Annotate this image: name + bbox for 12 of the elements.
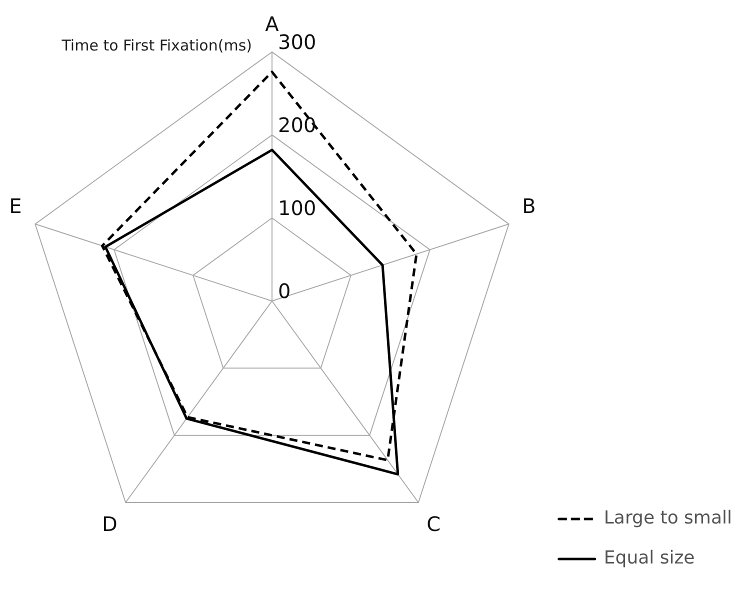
- legend-label: Equal size: [604, 548, 695, 569]
- text: Time to First Fixation(ms): [60, 36, 252, 54]
- y-tick-label: 100: [278, 196, 316, 220]
- spoke-label: E: [9, 194, 22, 218]
- y-tick-label: 200: [278, 113, 316, 138]
- spoke-label: D: [102, 512, 118, 536]
- spoke-label: B: [522, 194, 536, 218]
- spoke-label: C: [426, 512, 441, 536]
- legend-label: Large to small: [604, 508, 732, 529]
- spoke-label: A: [265, 12, 280, 36]
- y-tick-label: 0: [278, 279, 291, 304]
- y-tick-label: 300: [278, 30, 316, 54]
